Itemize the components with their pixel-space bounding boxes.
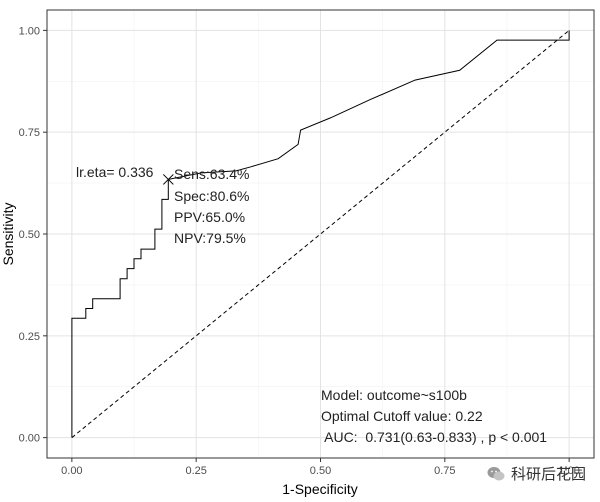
y-axis-label: Sensitivity	[0, 202, 16, 265]
y-tick-label: 0.50	[19, 229, 40, 241]
axis-ticks: 0.00 0.25 0.50 0.75 1.00 0.00 0.25 0.50 0.75 1.00	[19, 25, 580, 477]
x-tick-label: 1.00	[558, 465, 579, 477]
x-tick-label: 0.00	[61, 465, 82, 477]
y-tick-label: 0.75	[19, 127, 40, 139]
npv-annotation: NPV:79.5%	[174, 230, 246, 246]
cutoff-label: lr.eta= 0.336	[76, 164, 154, 180]
optimal-cutoff-annotation: Optimal Cutoff value: 0.22	[321, 408, 483, 424]
cutoff-marker-b	[162, 174, 174, 185]
roc-curve-line	[71, 30, 570, 438]
model-annotation: Model: outcome~s100b	[321, 387, 467, 403]
x-tick-label: 0.50	[310, 465, 331, 477]
reference-diagonal-line	[71, 30, 570, 438]
series-layer	[71, 30, 570, 438]
ppv-annotation: PPV:65.0%	[174, 209, 245, 225]
specificity-annotation: Spec:80.6%	[174, 188, 250, 204]
y-tick-label: 0.25	[19, 331, 40, 343]
auc-annotation: AUC: 0.731(0.63-0.833) , p < 0.001	[321, 429, 547, 445]
y-tick-label: 0.00	[19, 433, 40, 445]
grid	[47, 10, 594, 458]
watermark-text: 科研后花园	[510, 465, 586, 483]
wechat-icon	[487, 466, 505, 482]
x-tick-label: 0.75	[434, 465, 455, 477]
watermark: 科研后花园	[487, 463, 586, 484]
sensitivity-annotation: Sens:63.4%	[174, 166, 250, 182]
y-tick-label: 1.00	[19, 25, 40, 37]
x-axis-label: 1-Specificity	[282, 481, 357, 497]
x-tick-label: 0.25	[185, 465, 206, 477]
